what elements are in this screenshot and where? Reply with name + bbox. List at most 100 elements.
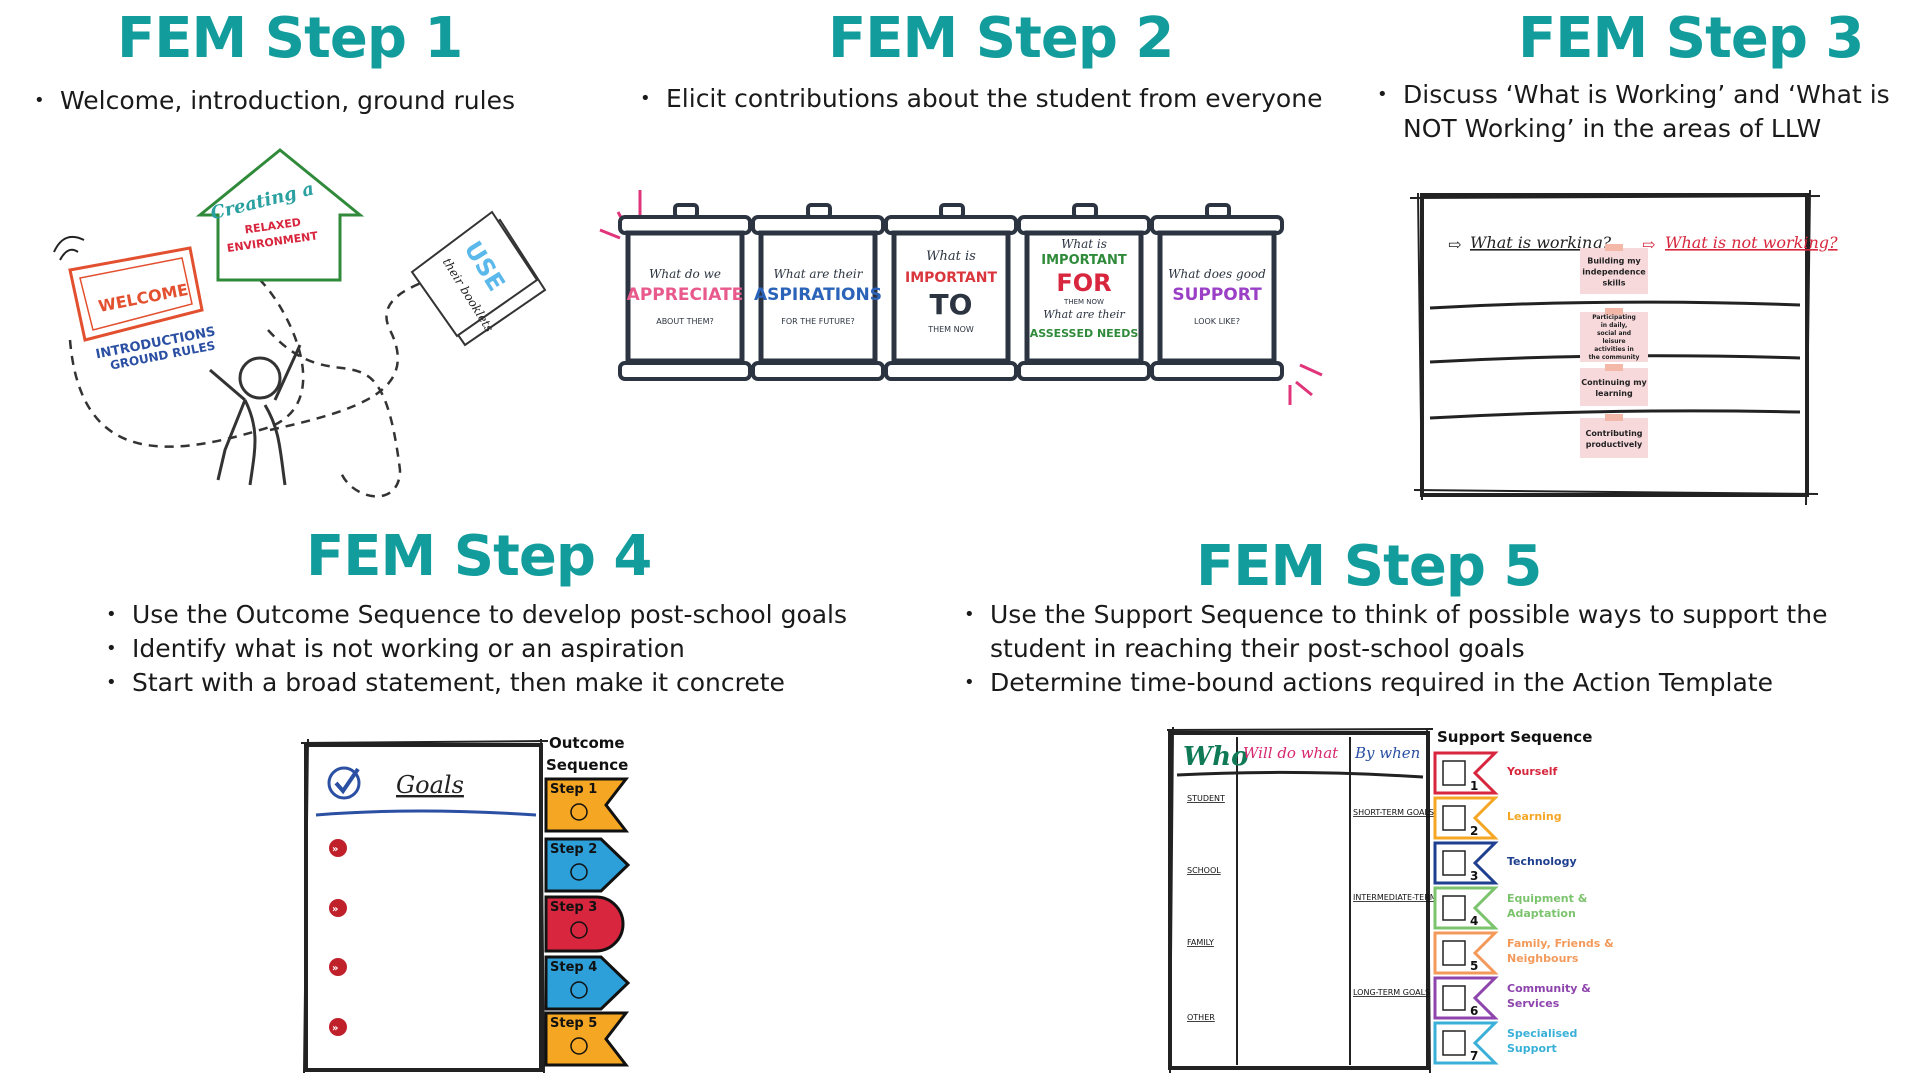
svg-text:learning: learning: [1595, 389, 1633, 398]
svg-text:in daily,: in daily,: [1601, 322, 1628, 329]
support-step-3: 3 Technology: [1433, 841, 1577, 885]
jar-text: What do we: [649, 267, 721, 281]
row-family: FAMILY: [1187, 938, 1214, 947]
support-sequence-title: Support Sequence: [1437, 728, 1592, 746]
row-other: OTHER: [1187, 1013, 1215, 1022]
jar-text: What is: [926, 249, 976, 264]
svg-text:social and: social and: [1597, 330, 1631, 337]
step-5-bullets: Use the Support Sequence to think of pos…: [962, 598, 1862, 700]
svg-text:productively: productively: [1586, 440, 1643, 449]
jar-text: APPRECIATE: [627, 285, 744, 305]
svg-text:independence: independence: [1582, 268, 1646, 277]
jar-2: What are their ASPIRATIONS FOR THE FUTURE?: [751, 203, 885, 381]
svg-text:the community: the community: [1589, 354, 1640, 361]
svg-text:6: 6: [1470, 1004, 1478, 1018]
outcome-step-4: Step 4: [544, 955, 631, 1011]
outcome-step-label: Step 2: [550, 842, 597, 857]
step-5-bullet: Use the Support Sequence to think of pos…: [962, 598, 1862, 666]
svg-text:2: 2: [1470, 824, 1478, 838]
svg-text:»: »: [332, 904, 338, 915]
svg-text:7: 7: [1470, 1049, 1478, 1063]
jar-5: What does good SUPPORT LOOK LIKE?: [1150, 203, 1284, 381]
step-5-bullet: Determine time-bound actions required in…: [962, 666, 1862, 700]
welcome-sign: WELCOME INTRODUCTIONS GROUND RULES: [53, 236, 217, 373]
will-do-what-heading: Will do what: [1243, 744, 1339, 762]
jar-text: ABOUT THEM?: [656, 317, 714, 326]
outcome-step-label: Step 1: [550, 782, 597, 797]
outcome-step-2: Step 2: [544, 837, 631, 893]
jar-text: FOR THE FUTURE?: [781, 317, 855, 326]
outcome-step-label: Step 5: [550, 1016, 597, 1031]
llw-area-card: Continuing my learning: [1580, 364, 1648, 406]
jar-text: SUPPORT: [1172, 285, 1262, 305]
step-1-bullet: Welcome, introduction, ground rules: [32, 84, 672, 118]
outcome-step-1: Step 1: [544, 777, 630, 833]
support-step-2: 2 Learning: [1433, 796, 1562, 840]
support-step-label: Yourself: [1506, 765, 1558, 778]
jar-text: What are their: [774, 267, 864, 281]
svg-text:skills: skills: [1602, 279, 1625, 288]
support-step-4: 4 Equipment & Adaptation: [1433, 886, 1588, 930]
step-3-bullets: Discuss ‘What is Working’ and ‘What is N…: [1375, 78, 1895, 146]
svg-text:5: 5: [1470, 959, 1478, 973]
svg-text:Participating: Participating: [1592, 314, 1636, 321]
step-4-bullet: Start with a broad statement, then make …: [104, 666, 964, 700]
jar-text: What is: [1061, 237, 1107, 251]
step-3-title: FEM Step 3: [1518, 6, 1864, 71]
goals-heading: Goals: [396, 771, 464, 799]
support-step-label: Learning: [1507, 810, 1562, 823]
jar-text: THEM NOW: [1063, 298, 1104, 306]
support-step-label: Services: [1507, 997, 1560, 1010]
step-4-bullet: Identify what is not working or an aspir…: [104, 632, 964, 666]
outcome-step-3: Step 3: [544, 895, 625, 953]
step-4-title: FEM Step 4: [306, 524, 652, 589]
step-3-bullet: Discuss ‘What is Working’ and ‘What is N…: [1375, 78, 1895, 146]
support-step-label: Community &: [1507, 982, 1591, 995]
jar-text: THEM NOW: [927, 325, 974, 334]
jar-1: What do we APPRECIATE ABOUT THEM?: [618, 203, 752, 381]
step-2-bullets: Elicit contributions about the student f…: [638, 82, 1358, 116]
jar-text: ASSESSED NEEDS: [1030, 327, 1139, 340]
svg-text:leisure: leisure: [1602, 338, 1625, 345]
svg-text:4: 4: [1470, 914, 1478, 928]
what-is-not-working-heading: What is not working?: [1665, 233, 1838, 252]
step-2-title: FEM Step 2: [828, 6, 1174, 71]
llw-area-card: Contributing productively: [1580, 414, 1648, 458]
by-when-heading: By when: [1354, 744, 1420, 762]
support-step-5: 5 Family, Friends & Neighbours: [1433, 931, 1614, 975]
step-4-bullets: Use the Outcome Sequence to develop post…: [104, 598, 964, 700]
outcome-step-label: Step 3: [550, 900, 597, 915]
outcome-step-label: Step 4: [550, 960, 597, 975]
jar-text: What does good: [1168, 267, 1266, 281]
jar-text: FOR: [1056, 269, 1111, 297]
outcome-sequence-title: Sequence: [546, 756, 628, 774]
step-4-bullet: Use the Outcome Sequence to develop post…: [104, 598, 964, 632]
support-step-label: Neighbours: [1507, 952, 1579, 965]
svg-text:Contributing: Contributing: [1586, 429, 1643, 438]
step-1-title: FEM Step 1: [117, 6, 463, 71]
outcome-step-5: Step 5: [544, 1011, 630, 1067]
step-3-board: ⇨ What is working? ⇨ What is not working…: [1409, 189, 1838, 506]
step-2-jars: What do we APPRECIATE ABOUT THEM? What are …: [599, 190, 1323, 405]
step-2-bullet: Elicit contributions about the student f…: [638, 82, 1358, 116]
svg-text:»: »: [332, 963, 338, 974]
support-step-6: 6 Community & Services: [1433, 976, 1591, 1020]
support-step-label: Support: [1507, 1042, 1557, 1055]
jar-text: TO: [930, 288, 973, 321]
svg-text:Building my: Building my: [1587, 257, 1641, 266]
long-term-goals: LONG-TERM GOALS: [1353, 988, 1430, 997]
support-step-label: Specialised: [1507, 1027, 1577, 1040]
short-term-goals: SHORT-TERM GOALS: [1353, 808, 1434, 817]
jar-text: IMPORTANT: [905, 270, 997, 286]
llw-area-card: Building my independence skills: [1580, 244, 1648, 294]
outcome-sequence-title: Outcome: [549, 734, 625, 752]
svg-text:»: »: [332, 844, 338, 855]
jar-text: IMPORTANT: [1041, 253, 1127, 268]
step-1-bullets: Welcome, introduction, ground rules: [32, 84, 672, 118]
jar-text: What are their: [1043, 308, 1125, 321]
svg-text:1: 1: [1470, 779, 1478, 793]
what-is-working-heading: What is working?: [1470, 233, 1612, 252]
svg-text:3: 3: [1470, 869, 1478, 883]
